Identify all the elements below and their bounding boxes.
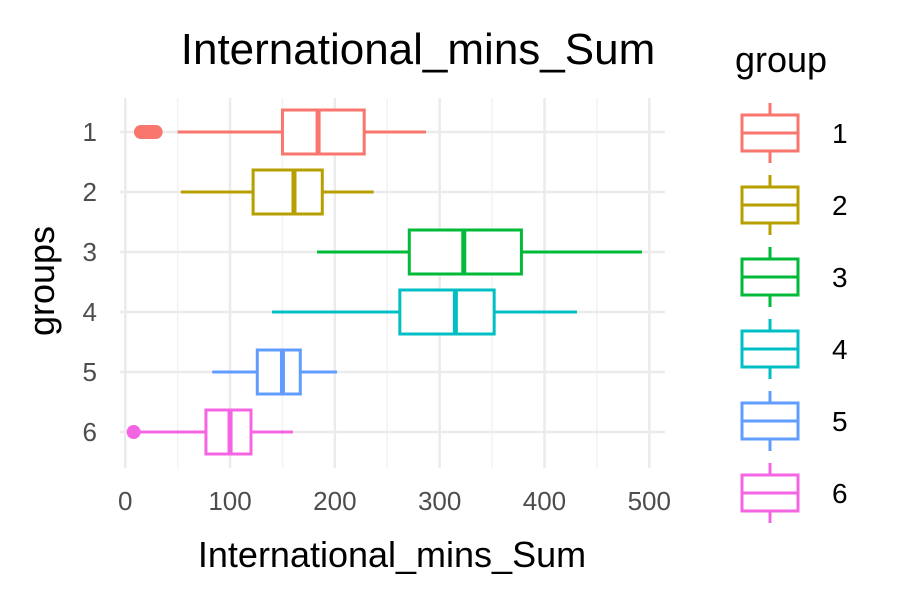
legend-title: group: [735, 39, 827, 80]
y-tick-label: 1: [83, 117, 97, 147]
y-tick-label: 5: [83, 357, 97, 387]
legend-item-5: 5: [740, 391, 848, 451]
y-tick-label: 4: [83, 297, 97, 327]
y-tick-label: 6: [83, 417, 97, 447]
legend-label: 2: [832, 190, 848, 221]
legend-label: 5: [832, 406, 848, 437]
y-tick-label: 3: [83, 237, 97, 267]
outlier-point: [126, 425, 141, 439]
box-group-2: [180, 168, 374, 216]
box-iqr: [398, 288, 496, 336]
x-tick-label: 500: [628, 486, 671, 516]
x-tick-label: 300: [418, 486, 461, 516]
legend-label: 3: [832, 262, 848, 293]
box-iqr: [255, 348, 302, 396]
legend-item-6: 6: [740, 463, 848, 523]
x-tick-label: 400: [523, 486, 566, 516]
box-group-5: [212, 348, 337, 396]
chart-title: International_mins_Sum: [181, 25, 655, 74]
legend-label: 6: [832, 478, 848, 509]
box-group-6: [126, 408, 293, 456]
box-iqr: [251, 168, 324, 216]
boxes: [126, 108, 642, 456]
outlier-point: [148, 125, 163, 139]
box-group-4: [271, 288, 577, 336]
legend-item-2: 2: [740, 175, 848, 235]
x-tick-label: 0: [118, 486, 132, 516]
box-group-3: [317, 228, 642, 276]
box-iqr: [280, 108, 366, 156]
y-axis-title: groups: [21, 226, 62, 336]
grid-lines: [120, 98, 665, 468]
x-tick-labels: 0 100 200 300 400 500: [118, 486, 671, 516]
legend: group 1 2 3 4 5 6: [735, 39, 848, 523]
x-tick-label: 200: [313, 486, 356, 516]
legend-item-3: 3: [740, 247, 848, 307]
legend-label: 1: [832, 118, 848, 149]
x-tick-label: 100: [208, 486, 251, 516]
legend-label: 4: [832, 334, 848, 365]
x-axis-title: International_mins_Sum: [198, 534, 586, 575]
legend-item-1: 1: [740, 103, 848, 163]
box-group-1: [133, 108, 427, 156]
legend-item-4: 4: [740, 319, 848, 379]
y-tick-labels: 1 2 3 4 5 6: [83, 117, 97, 447]
y-tick-label: 2: [83, 177, 97, 207]
